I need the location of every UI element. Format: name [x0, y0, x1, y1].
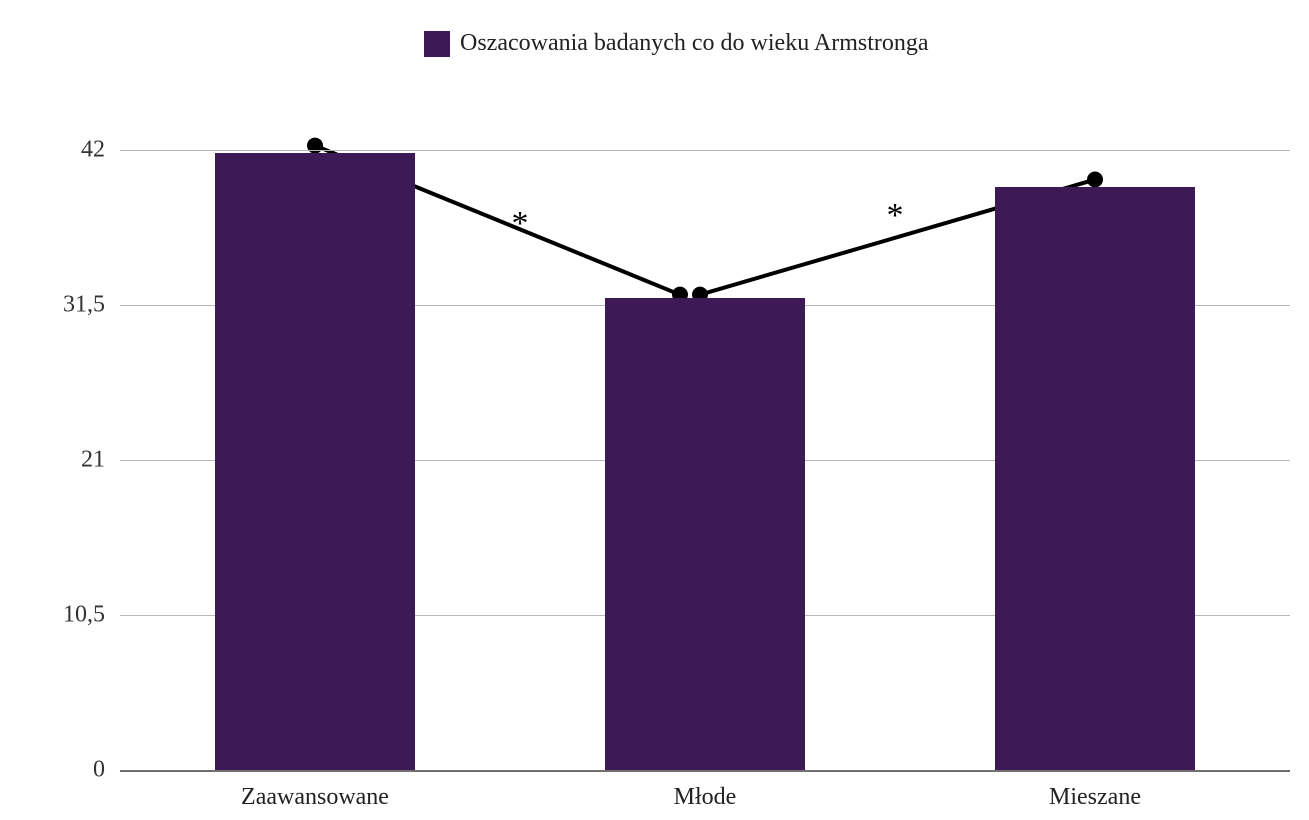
bar [995, 187, 1195, 770]
xtick-label: Młode [674, 784, 737, 811]
plot-area: ** [120, 150, 1290, 770]
gridline [120, 150, 1290, 151]
bar [215, 153, 415, 770]
ytick-label: 10,5 [15, 602, 105, 629]
line-marker [1087, 172, 1103, 188]
xtick-label: Zaawansowane [241, 784, 389, 811]
significance-marker: * [512, 205, 529, 243]
legend: Oszacowania badanych co do wieku Armstro… [424, 30, 929, 57]
bar [605, 298, 805, 770]
significance-marker: * [887, 197, 904, 235]
legend-label: Oszacowania badanych co do wieku Armstro… [460, 30, 929, 57]
ytick-label: 31,5 [15, 292, 105, 319]
gridline [120, 770, 1290, 772]
ytick-label: 42 [15, 137, 105, 164]
ytick-label: 0 [15, 757, 105, 784]
chart-container: Oszacowania badanych co do wieku Armstro… [0, 0, 1309, 820]
ytick-label: 21 [15, 447, 105, 474]
line-marker [307, 138, 323, 154]
xtick-label: Mieszane [1049, 784, 1141, 811]
legend-swatch [424, 31, 450, 57]
